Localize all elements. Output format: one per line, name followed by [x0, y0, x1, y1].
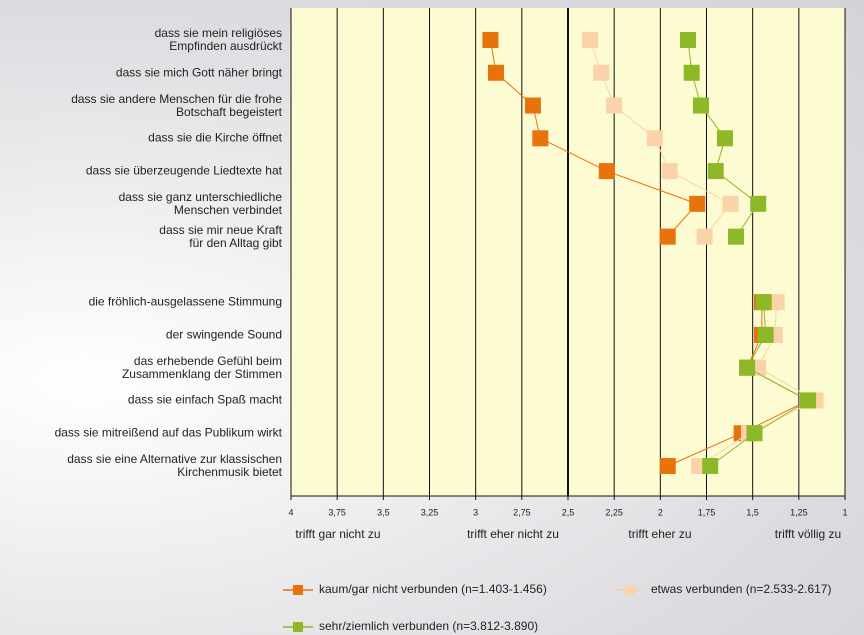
x-tick-label: 3,5	[377, 507, 390, 517]
point	[750, 195, 767, 212]
legend-item: sehr/ziemlich verbunden (n=3.812-3.890)	[283, 619, 538, 633]
category-label: dass sie mich Gott näher bringt	[115, 65, 282, 80]
x-tick-label: 1,5	[746, 507, 759, 517]
point	[746, 425, 763, 442]
category-label: dass sie mein religiöses Empfinden ausdr…	[154, 26, 282, 53]
category-label: dass sie die Kirche öffnet	[148, 130, 282, 145]
category-label: dass sie mir neue Kraft für den Alltag g…	[159, 222, 282, 250]
point	[768, 294, 785, 311]
legend-item: etwas verbunden (n=2.533-2.617)	[615, 582, 831, 596]
point	[646, 130, 663, 147]
point	[661, 163, 678, 180]
point	[532, 130, 549, 147]
point	[582, 32, 599, 48]
x-tick-label: 4	[288, 507, 293, 517]
point	[598, 163, 615, 180]
point	[680, 32, 697, 48]
point	[800, 392, 817, 409]
point	[707, 163, 724, 180]
point	[757, 326, 774, 343]
x-tick-label: 1	[842, 507, 847, 517]
point	[524, 97, 541, 114]
point	[689, 195, 706, 212]
x-tick-label: 2	[658, 507, 663, 517]
point	[739, 359, 756, 376]
point	[487, 64, 504, 81]
legend-marker	[625, 585, 635, 595]
x-tick-label: 3,75	[328, 507, 346, 517]
legend-label: sehr/ziemlich verbunden (n=3.812-3.890)	[319, 619, 538, 633]
scale-label: trifft eher nicht zu	[467, 527, 559, 541]
x-tick-label: 1,25	[790, 507, 808, 517]
x-tick-label: 3	[473, 507, 478, 517]
scale-label: trifft völlig zu	[775, 527, 841, 541]
scale-label: trifft gar nicht zu	[295, 527, 380, 541]
point	[482, 32, 499, 48]
point	[692, 97, 709, 114]
point	[683, 64, 700, 81]
point	[728, 228, 745, 245]
category-label: dass sie überzeugende Liedtexte hat	[85, 163, 282, 178]
category-label: dass sie mitreißend auf das Publikum wir…	[54, 425, 282, 440]
legend-item: kaum/gar nicht verbunden (n=1.403-1.456)	[283, 582, 547, 596]
point	[696, 228, 713, 245]
category-label: die fröhlich-ausgelassene Stimmung	[88, 294, 282, 309]
point	[659, 458, 676, 474]
point	[716, 130, 733, 147]
category-label: das erhebende Gefühl beim Zusammenklang …	[121, 353, 282, 381]
x-tick-label: 1,75	[698, 507, 716, 517]
category-label: dass sie eine Alternative zur klassische…	[67, 452, 282, 479]
category-label: dass sie ganz unterschiedliche Menschen …	[118, 189, 282, 217]
legend-label: etwas verbunden (n=2.533-2.617)	[651, 582, 831, 596]
scale-label: trifft eher zu	[628, 527, 691, 541]
x-tick-label: 2,25	[605, 507, 623, 517]
point	[722, 195, 739, 212]
x-tick-label: 2,5	[562, 507, 575, 517]
legend-label: kaum/gar nicht verbunden (n=1.403-1.456)	[319, 582, 547, 596]
point	[593, 64, 610, 81]
point	[702, 458, 719, 474]
point	[659, 228, 676, 245]
category-label: dass sie andere Menschen für die frohe B…	[71, 91, 282, 119]
x-tick-label: 3,25	[421, 507, 439, 517]
legend-marker	[293, 622, 303, 632]
category-label: dass sie einfach Spaß macht	[127, 392, 282, 407]
category-label: der swingende Sound	[165, 327, 282, 342]
x-tick-label: 2,75	[513, 507, 531, 517]
point	[755, 294, 772, 311]
legend-marker	[293, 585, 303, 595]
point	[606, 97, 623, 114]
